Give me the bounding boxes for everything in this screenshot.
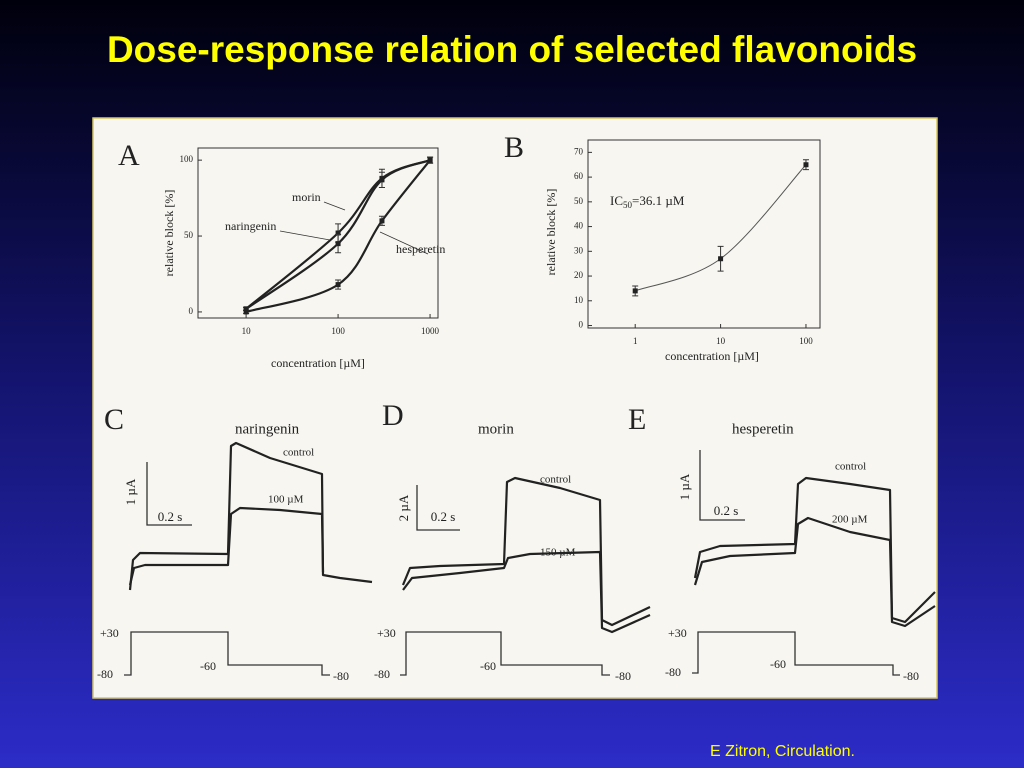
series-label: morin — [292, 190, 321, 204]
y-tick-label: 20 — [574, 270, 584, 280]
panel-label: D — [382, 399, 404, 432]
y-tick-label: 0 — [579, 320, 584, 330]
x-tick-label: 1000 — [421, 326, 440, 336]
current-trace — [128, 441, 373, 591]
citation: E Zitron, Circulation. — [710, 743, 855, 760]
y-tick-label: 50 — [574, 196, 584, 206]
annotation-part: 50 — [623, 200, 633, 210]
data-point — [632, 288, 638, 294]
compound-label: naringenin — [235, 421, 300, 437]
panel-label: A — [118, 139, 140, 172]
voltage-label: -80 — [903, 669, 919, 683]
scale-x-label: 0.2 s — [714, 503, 739, 518]
current-trace — [693, 516, 936, 628]
current-trace — [402, 550, 651, 634]
voltage-label: +30 — [668, 626, 687, 640]
current-trace — [128, 506, 325, 586]
figure: C naringenin 1 µA 0.2 s control 100 µM +… — [92, 117, 938, 699]
y-axis-label: relative block [%] — [162, 190, 176, 277]
y-tick-label: 50 — [184, 230, 194, 240]
trace-label: control — [835, 461, 866, 473]
label-pointer — [379, 231, 429, 255]
voltage-label: +30 — [100, 626, 119, 640]
data-point — [335, 230, 341, 236]
scale-x-label: 0.2 s — [431, 509, 456, 524]
series-label: hesperetin — [396, 242, 445, 256]
trace-label: control — [540, 474, 571, 486]
y-tick-label: 40 — [574, 221, 584, 231]
voltage-protocol — [692, 631, 900, 676]
trace-label: 150 µM — [540, 547, 576, 559]
scale-bar — [416, 485, 460, 531]
y-tick-label: 100 — [180, 154, 194, 164]
panel-label: C — [104, 403, 124, 436]
trace-label: 100 µM — [268, 494, 304, 506]
data-point — [427, 157, 433, 163]
trace-label: control — [283, 447, 314, 459]
slide-title: Dose-response relation of selected flavo… — [107, 29, 917, 70]
y-tick-label: 0 — [189, 306, 194, 316]
plot-frame — [197, 147, 439, 319]
compound-label: hesperetin — [732, 421, 794, 437]
panel-label: B — [504, 131, 524, 164]
x-axis-label: concentration [µM] — [271, 356, 365, 370]
panel-label: E — [628, 403, 646, 436]
trace-label: 200 µM — [832, 514, 868, 526]
data-point — [718, 256, 724, 262]
figure-frame — [92, 117, 938, 699]
voltage-label: -60 — [770, 657, 786, 671]
voltage-label: -80 — [333, 669, 349, 683]
voltage-label: -80 — [665, 665, 681, 679]
x-tick-label: 10 — [242, 326, 252, 336]
voltage-label: -80 — [97, 667, 113, 681]
scale-bar — [146, 462, 192, 526]
voltage-label: -60 — [200, 659, 216, 673]
annotation-part: =36.1 µM — [632, 193, 685, 208]
scale-bar — [699, 450, 745, 521]
label-pointer — [279, 230, 331, 241]
annotation: IC50=36.1 µM — [610, 193, 685, 210]
x-tick-label: 100 — [799, 336, 813, 346]
x-axis-label: concentration [µM] — [665, 349, 759, 363]
data-point — [803, 162, 809, 168]
fit-line — [245, 159, 431, 310]
y-tick-label: 30 — [574, 245, 584, 255]
y-tick-label: 60 — [574, 171, 584, 181]
voltage-protocol — [124, 631, 330, 676]
voltage-label: -80 — [615, 669, 631, 683]
annotation-part: IC — [610, 193, 623, 208]
voltage-label: +30 — [377, 626, 396, 640]
x-tick-label: 100 — [331, 326, 345, 336]
scale-y-label: 1 µA — [677, 473, 692, 500]
scale-y-label: 2 µA — [396, 494, 411, 521]
data-point — [335, 241, 341, 247]
voltage-label: -60 — [480, 659, 496, 673]
y-axis-label: relative block [%] — [544, 189, 558, 276]
x-tick-label: 1 — [633, 336, 638, 346]
current-trace — [401, 476, 651, 627]
data-point — [243, 309, 249, 315]
y-tick-label: 70 — [574, 146, 584, 156]
scale-y-label: 1 µA — [123, 478, 138, 505]
data-point — [379, 177, 385, 183]
y-tick-label: 10 — [574, 295, 584, 305]
compound-label: morin — [478, 421, 514, 437]
label-pointer — [323, 201, 346, 211]
fit-line — [245, 159, 431, 313]
data-point — [335, 282, 341, 288]
data-point — [379, 218, 385, 224]
plot-frame — [587, 139, 821, 329]
voltage-label: -80 — [374, 667, 390, 681]
voltage-protocol — [400, 631, 610, 676]
series-label: naringenin — [225, 219, 276, 233]
data-point — [243, 306, 249, 312]
scale-x-label: 0.2 s — [158, 509, 183, 524]
current-trace — [693, 476, 936, 624]
x-tick-label: 10 — [716, 336, 726, 346]
